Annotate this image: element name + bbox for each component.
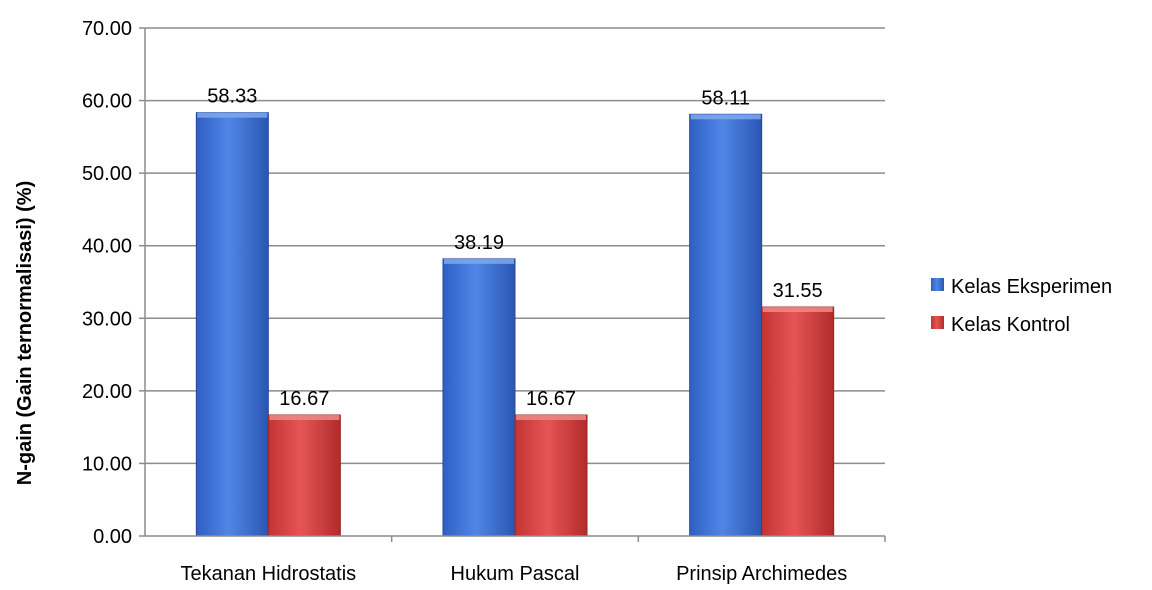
data-label: 16.67: [526, 388, 576, 410]
bar-highlight: [516, 415, 586, 421]
bar: [514, 414, 588, 537]
legend-swatch-kontrol: [931, 316, 944, 329]
data-label: 58.33: [207, 86, 257, 108]
x-tick-label: Tekanan Hidrostatis: [181, 563, 357, 585]
bar: [761, 306, 835, 537]
legend-label-kontrol: Kelas Kontrol: [951, 314, 1070, 336]
data-labels: 58.33 16.67 38.19 16.67 58.11 31.55: [207, 86, 822, 410]
y-axis-ticks: 0.00 10.00 20.00 30.00 40.00 50.00 60.00 70.00: [82, 18, 145, 548]
y-tick-label: 0.00: [93, 526, 132, 548]
x-axis-labels: Tekanan Hidrostatis Hukum Pascal Prinsip A…: [181, 563, 848, 585]
y-tick-label: 60.00: [82, 91, 132, 113]
x-tick-label: Prinsip Archimedes: [676, 563, 847, 585]
y-tick-label: 10.00: [82, 453, 132, 475]
bar: [689, 113, 763, 537]
bar: [195, 112, 269, 537]
bar-highlight: [444, 258, 514, 264]
bar: [267, 414, 341, 537]
data-label: 16.67: [279, 388, 329, 410]
y-tick-label: 40.00: [82, 236, 132, 258]
y-tick-label: 30.00: [82, 308, 132, 330]
legend: Kelas Eksperimen Kelas Kontrol: [931, 276, 1112, 336]
bar: [442, 258, 516, 537]
y-tick-label: 20.00: [82, 381, 132, 403]
legend-item-kontrol: Kelas Kontrol: [931, 314, 1070, 336]
bar-highlight: [690, 114, 761, 120]
data-label: 38.19: [454, 232, 504, 254]
data-label: 58.11: [701, 87, 750, 109]
x-tick-label: Hukum Pascal: [451, 563, 580, 585]
data-label: 31.55: [773, 280, 823, 302]
y-tick-label: 50.00: [82, 163, 132, 185]
axes: [144, 28, 886, 542]
y-tick-label: 70.00: [82, 18, 132, 40]
legend-label-eksperimen: Kelas Eksperimen: [951, 276, 1112, 298]
bar-highlight: [762, 307, 833, 313]
legend-item-eksperimen: Kelas Eksperimen: [931, 276, 1112, 298]
legend-swatch-eksperimen: [931, 278, 944, 291]
y-axis-label: N-gain (Gain ternormalisasi) (%): [14, 181, 36, 486]
bars: [195, 112, 835, 537]
bar-highlight: [269, 415, 340, 421]
bar-highlight: [197, 112, 268, 118]
